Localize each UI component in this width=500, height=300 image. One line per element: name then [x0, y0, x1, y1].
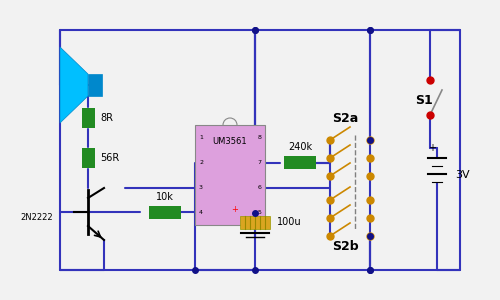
Text: 56R: 56R [100, 153, 119, 163]
Bar [284, 156, 316, 169]
Text: 240k: 240k [288, 142, 312, 152]
Bar [240, 215, 270, 229]
Bar [195, 125, 265, 225]
Text: 2N2222: 2N2222 [20, 212, 52, 221]
Text: +: + [428, 143, 436, 153]
Text: S1: S1 [415, 94, 433, 106]
Text: 3V: 3V [455, 170, 469, 180]
Bar [88, 74, 102, 96]
Text: 4: 4 [199, 210, 203, 215]
Text: 5: 5 [257, 210, 261, 215]
Text: 7: 7 [257, 160, 261, 165]
Polygon shape [60, 47, 88, 123]
Text: S2b: S2b [332, 239, 358, 253]
Text: S2a: S2a [332, 112, 358, 124]
Text: +: + [231, 205, 238, 214]
Text: 3: 3 [199, 185, 203, 190]
Text: 8R: 8R [100, 113, 113, 123]
Bar [149, 206, 181, 218]
Bar [82, 108, 94, 128]
Text: UM3561: UM3561 [212, 137, 248, 146]
Text: 6: 6 [257, 185, 261, 190]
Text: 2: 2 [199, 160, 203, 165]
Text: 8: 8 [257, 135, 261, 140]
Text: 1: 1 [199, 135, 203, 140]
Text: 10k: 10k [156, 192, 174, 202]
Text: 100u: 100u [277, 217, 301, 227]
Bar [82, 148, 94, 168]
